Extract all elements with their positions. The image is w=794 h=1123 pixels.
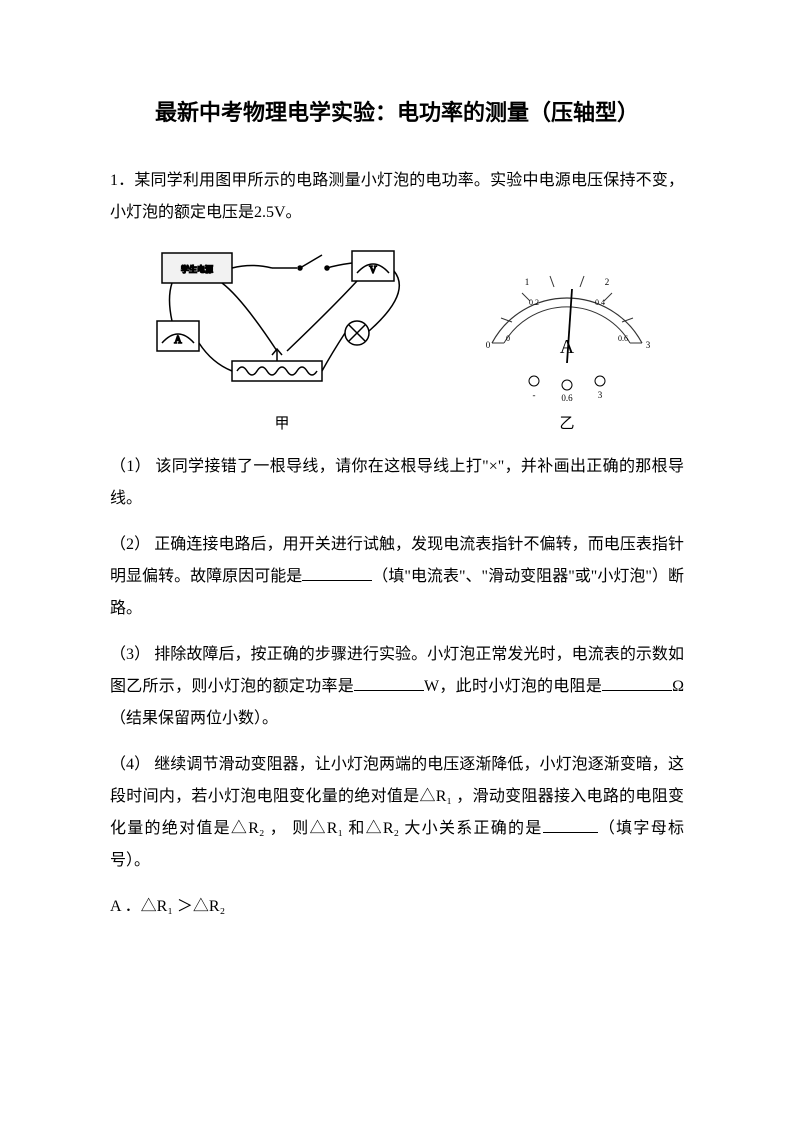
q1-intro: 1．某同学利用图甲所示的电路测量小灯泡的电功率。实验中电源电压保持不变，小灯泡的… <box>110 165 684 229</box>
blank-power <box>354 674 424 691</box>
figure-row: 学生电源 V A <box>110 243 684 433</box>
svg-text:0: 0 <box>486 340 491 350</box>
svg-text:3: 3 <box>598 390 603 400</box>
q1-4: （4） 继续调节滑动变阻器，让小灯泡两端的电压逐渐降低，小灯泡逐渐变暗，这段时间… <box>110 749 684 877</box>
ammeter-label: A <box>174 335 182 346</box>
svg-text:0.6: 0.6 <box>561 393 573 403</box>
ammeter-letter: A <box>560 336 575 358</box>
fig-caption-left: 甲 <box>132 412 432 433</box>
svg-text:0.4: 0.4 <box>595 298 605 307</box>
svg-text:0.6: 0.6 <box>618 334 628 343</box>
svg-text:0.2: 0.2 <box>529 298 539 307</box>
blank-relation <box>543 816 598 833</box>
svg-text:1: 1 <box>525 277 530 287</box>
power-label: 学生电源 <box>181 264 213 274</box>
svg-text:-: - <box>533 390 536 400</box>
blank-resistance <box>602 674 672 691</box>
q1-3-text-b: W，此时小灯泡的电阻是 <box>424 678 602 695</box>
q1-1: （1） 该同学接错了一根导线，请你在这根导线上打"×"，并补画出正确的那根导线。 <box>110 451 684 515</box>
circuit-svg: 学生电源 V A <box>132 243 432 403</box>
ammeter-svg: 0 1 2 3 0 0.2 0.4 0.6 A - 0.6 3 <box>472 263 662 403</box>
page: 最新中考物理电学实验：电功率的测量（压轴型） 1．某同学利用图甲所示的电路测量小… <box>0 0 794 1123</box>
svg-text:2: 2 <box>605 277 610 287</box>
page-title: 最新中考物理电学实验：电功率的测量（压轴型） <box>110 95 684 127</box>
svg-text:0: 0 <box>506 334 510 343</box>
figure-circuit: 学生电源 V A <box>132 243 432 433</box>
option-a: A ．△R₁ ＞△R₂ <box>110 891 684 923</box>
fig-caption-right: 乙 <box>472 412 662 433</box>
blank-fault <box>302 564 372 581</box>
q1-2: （2） 正确连接电路后，用开关进行试触，发现电流表指针不偏转，而电压表指针明显偏… <box>110 529 684 625</box>
svg-text:3: 3 <box>646 340 651 350</box>
q1-3: （3） 排除故障后，按正确的步骤进行实验。小灯泡正常发光时，电流表的示数如图乙所… <box>110 639 684 735</box>
voltmeter-label: V <box>369 265 377 276</box>
figure-ammeter: 0 1 2 3 0 0.2 0.4 0.6 A - 0.6 3 <box>472 263 662 433</box>
